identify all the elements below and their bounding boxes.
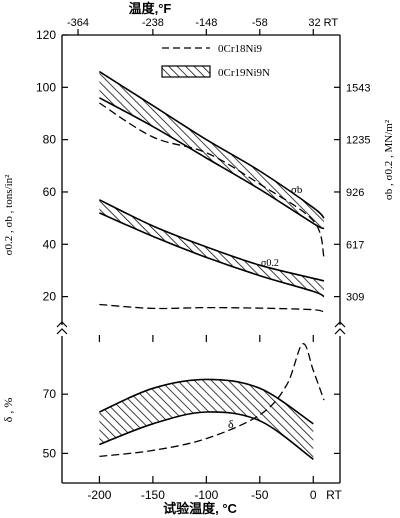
legend-hatched-swatch — [161, 65, 211, 78]
axes-layer: -200 -150 -100 -50 0 RT -364 -238 -148 -58 32 RT 20… — [36, 17, 371, 502]
top-tick-label: -238 — [142, 17, 164, 29]
x-tick-label: -200 — [87, 488, 111, 502]
legend: 0Cr18Ni9 0Cr19Ni9N — [161, 43, 270, 79]
upper-band-0-lower-edge — [99, 97, 325, 230]
upper-right-tick-label: 617 — [346, 239, 364, 251]
annotation-sigma-02: σ0.2 — [261, 258, 279, 269]
lower-band-0-lower-edge — [99, 411, 314, 460]
lower-tick-label: 50 — [43, 446, 57, 460]
axis-break-marks — [56, 321, 346, 335]
upper-dashed-line-2 — [99, 102, 325, 258]
x-tick-label: -150 — [141, 488, 165, 502]
top-tick-label: 32 RT — [308, 17, 338, 29]
top-tick-label: -364 — [67, 17, 89, 29]
upper-left-tick-label: 120 — [36, 28, 56, 42]
upper-band-1-upper-edge — [99, 199, 325, 282]
upper-right-tick-label: 309 — [346, 292, 364, 304]
legend-dashed-label: 0Cr18Ni9 — [218, 43, 263, 55]
annotation-sigma-b: σb — [291, 184, 303, 196]
lower-band-0-upper-edge — [99, 378, 314, 425]
upper-y-label-left: σ0.2 , σb , tons/in² — [3, 174, 15, 256]
upper-plot-area — [98, 70, 325, 313]
lower-band-0-fill — [99, 379, 314, 460]
top-tick-label: -58 — [252, 17, 268, 29]
upper-right-tick-label: 926 — [346, 187, 364, 199]
upper-band-0-fill — [99, 71, 325, 229]
x-tick-label: -100 — [194, 488, 218, 502]
upper-dashed-line-3 — [99, 303, 325, 313]
lower-y-label: δ , % — [1, 398, 15, 423]
upper-left-tick-label: 60 — [43, 185, 57, 199]
lower-plot-area — [99, 343, 325, 460]
upper-band-0-upper-edge — [98, 70, 325, 219]
upper-band-1-lower-edge — [99, 212, 325, 298]
upper-right-tick-label: 1543 — [346, 82, 370, 94]
top-tick-label: -148 — [195, 17, 217, 29]
upper-right-tick-label: 1235 — [346, 135, 370, 147]
x-tick-label-rt: RT — [326, 488, 342, 502]
upper-left-tick-label: 40 — [43, 237, 57, 251]
upper-left-tick-label: 100 — [36, 80, 56, 94]
x-tick-label: -50 — [251, 488, 269, 502]
lower-tick-label: 70 — [43, 387, 57, 401]
annotation-delta: δ — [228, 417, 234, 431]
upper-left-tick-label: 80 — [43, 133, 57, 147]
lower-frame — [61, 336, 341, 484]
upper-frame — [61, 34, 341, 325]
upper-left-tick-label: 20 — [43, 290, 57, 304]
top-axis-label: 温度,°F — [129, 1, 172, 16]
upper-y-label-right: σb , σ0.2 , MN/m² — [383, 119, 395, 200]
upper-band-1-fill — [99, 199, 325, 297]
x-axis-label: 试验温度, °C — [163, 501, 237, 516]
legend-hatched-label: 0Cr19Ni9N — [218, 67, 270, 79]
lower-dashed-line-1 — [99, 343, 325, 458]
x-tick-label: 0 — [310, 488, 317, 502]
